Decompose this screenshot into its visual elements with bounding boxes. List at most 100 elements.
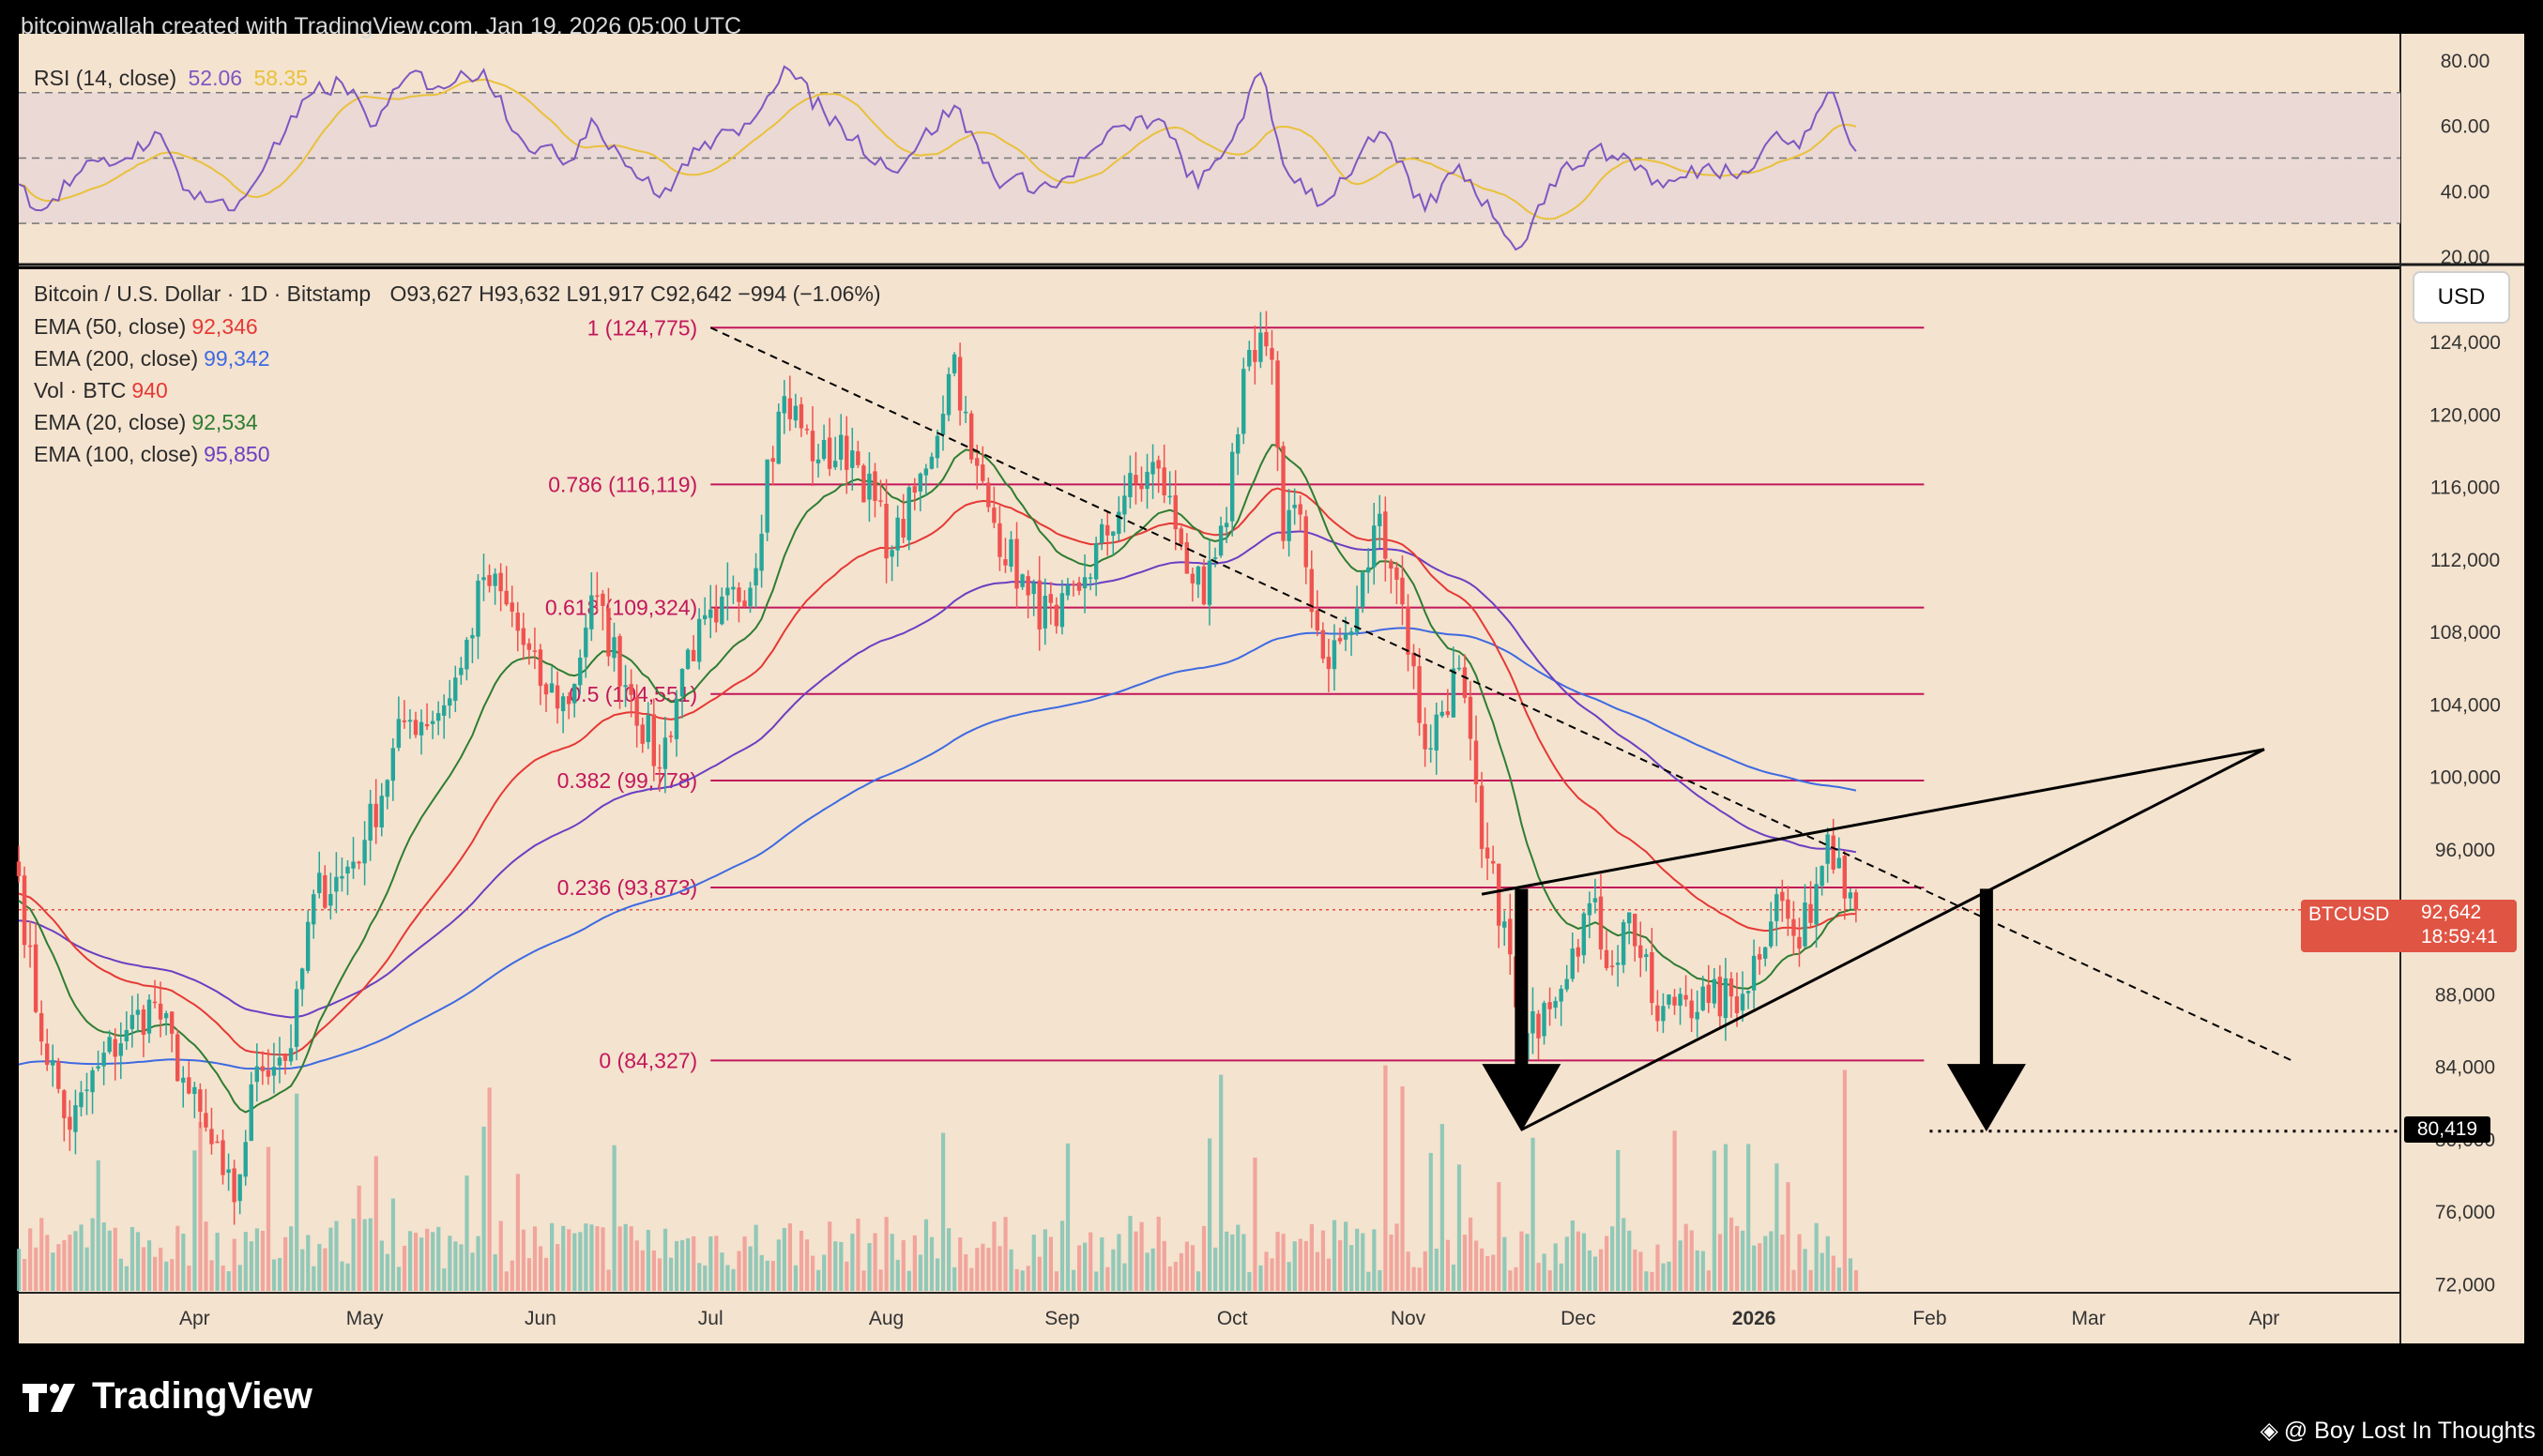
- legend-ema200: EMA (200, close) 99,342: [34, 346, 270, 372]
- volume-bar: [1536, 1263, 1541, 1291]
- volume-bar: [300, 1249, 305, 1291]
- volume-bar: [765, 1260, 769, 1291]
- volume-bar: [390, 1198, 396, 1291]
- volume-bar: [606, 1269, 611, 1291]
- candle-body: [1326, 657, 1332, 670]
- volume-bar: [1717, 1234, 1723, 1291]
- volume-bar: [1009, 1249, 1013, 1291]
- candle-body: [1633, 913, 1637, 947]
- candle-body: [1253, 350, 1257, 362]
- candle-body: [935, 435, 940, 459]
- volume-bar: [986, 1248, 991, 1291]
- volume-bar: [1633, 1249, 1637, 1291]
- volume-bar: [1547, 1270, 1552, 1291]
- volume-bar: [1298, 1238, 1302, 1291]
- candle-body: [1814, 884, 1819, 925]
- candle-body: [340, 875, 344, 879]
- candle-body: [1496, 863, 1501, 926]
- volume-bar: [759, 1254, 764, 1291]
- volume-bar: [1576, 1231, 1580, 1291]
- volume-bar: [1564, 1236, 1569, 1291]
- volume-bar: [1683, 1223, 1688, 1291]
- tradingview-logo[interactable]: TradingView: [21, 1375, 312, 1418]
- volume-bar: [816, 1269, 821, 1291]
- candle-body: [96, 1066, 100, 1069]
- ema200-line: [18, 627, 1857, 1070]
- candle-body: [1383, 511, 1388, 559]
- candle-body: [1638, 945, 1643, 959]
- candle-body: [1184, 541, 1190, 574]
- candle-body: [1836, 857, 1841, 869]
- candle-body: [1780, 891, 1785, 902]
- candle-body: [22, 875, 27, 946]
- volume-bar: [17, 1249, 22, 1291]
- volume-bar: [135, 1232, 141, 1291]
- candle-body: [810, 431, 815, 462]
- volume-bar: [129, 1226, 135, 1291]
- volume-bar: [1598, 1249, 1604, 1291]
- volume-bar: [793, 1265, 799, 1291]
- volume-bar: [1502, 1236, 1507, 1291]
- rsi-axis-label: 80.00: [2441, 51, 2490, 72]
- volume-bar: [1661, 1263, 1666, 1291]
- volume-bar: [1831, 1255, 1835, 1291]
- volume-bar: [34, 1247, 38, 1291]
- time-axis-background: [19, 1293, 2400, 1343]
- volume-bar: [277, 1257, 282, 1291]
- price-axis-label: 84,000: [2435, 1057, 2495, 1079]
- candle-body: [1128, 473, 1133, 497]
- candle-body: [668, 736, 674, 737]
- candle-body: [1264, 331, 1269, 347]
- volume-bar: [901, 1239, 906, 1291]
- price-axis-label: 100,000: [2429, 767, 2501, 789]
- volume-bar: [1780, 1234, 1785, 1291]
- legend-ema20-value: 92,534: [191, 410, 258, 434]
- candle-body: [856, 451, 860, 465]
- volume-bar: [1020, 1270, 1025, 1291]
- currency-button[interactable]: USD: [2413, 271, 2510, 324]
- volume-bar: [1332, 1220, 1337, 1291]
- candle-body: [1167, 495, 1172, 498]
- volume-bar: [221, 1265, 225, 1291]
- volume-bar: [79, 1224, 84, 1291]
- candle-body: [1411, 652, 1416, 667]
- candle-body: [845, 435, 849, 470]
- credit-label: @ Boy Lost In Thoughts: [2283, 1418, 2535, 1444]
- candle-body: [696, 618, 702, 662]
- candle-body: [1298, 504, 1302, 515]
- candle-body: [419, 721, 424, 736]
- volume-bar: [493, 1253, 497, 1291]
- candle-body: [1406, 606, 1410, 655]
- candle-body: [1332, 640, 1337, 670]
- candle-body: [787, 398, 793, 419]
- volume-bar: [1706, 1270, 1711, 1291]
- candle-body: [1717, 977, 1723, 1017]
- candle-body: [169, 1011, 175, 1034]
- candle-body: [51, 1059, 55, 1066]
- candle-body: [317, 872, 322, 894]
- candle-body: [543, 684, 549, 695]
- candle-body: [118, 1043, 123, 1056]
- candle-body: [1428, 748, 1433, 750]
- volume-bar: [1667, 1261, 1671, 1291]
- candle-body: [584, 627, 588, 658]
- candle-body: [1479, 785, 1485, 849]
- volume-bar: [1184, 1241, 1190, 1291]
- candle-body: [572, 683, 577, 704]
- volume-bar: [1122, 1263, 1127, 1291]
- candle-body: [181, 1077, 186, 1083]
- price-tag: BTCUSD 92,642 18:59:41: [2301, 900, 2517, 952]
- volume-bar: [725, 1265, 730, 1291]
- volume-bar: [407, 1231, 413, 1291]
- volume-bar: [623, 1223, 628, 1291]
- volume-bar: [556, 1244, 560, 1291]
- candle-body: [430, 720, 435, 724]
- candle-body: [1683, 994, 1688, 1000]
- candle-body: [1439, 711, 1444, 717]
- candle-body: [759, 533, 764, 571]
- volume-bar: [198, 1121, 203, 1291]
- candle-body: [1275, 360, 1280, 448]
- candle-body: [963, 411, 968, 414]
- volume-bar: [1145, 1252, 1150, 1291]
